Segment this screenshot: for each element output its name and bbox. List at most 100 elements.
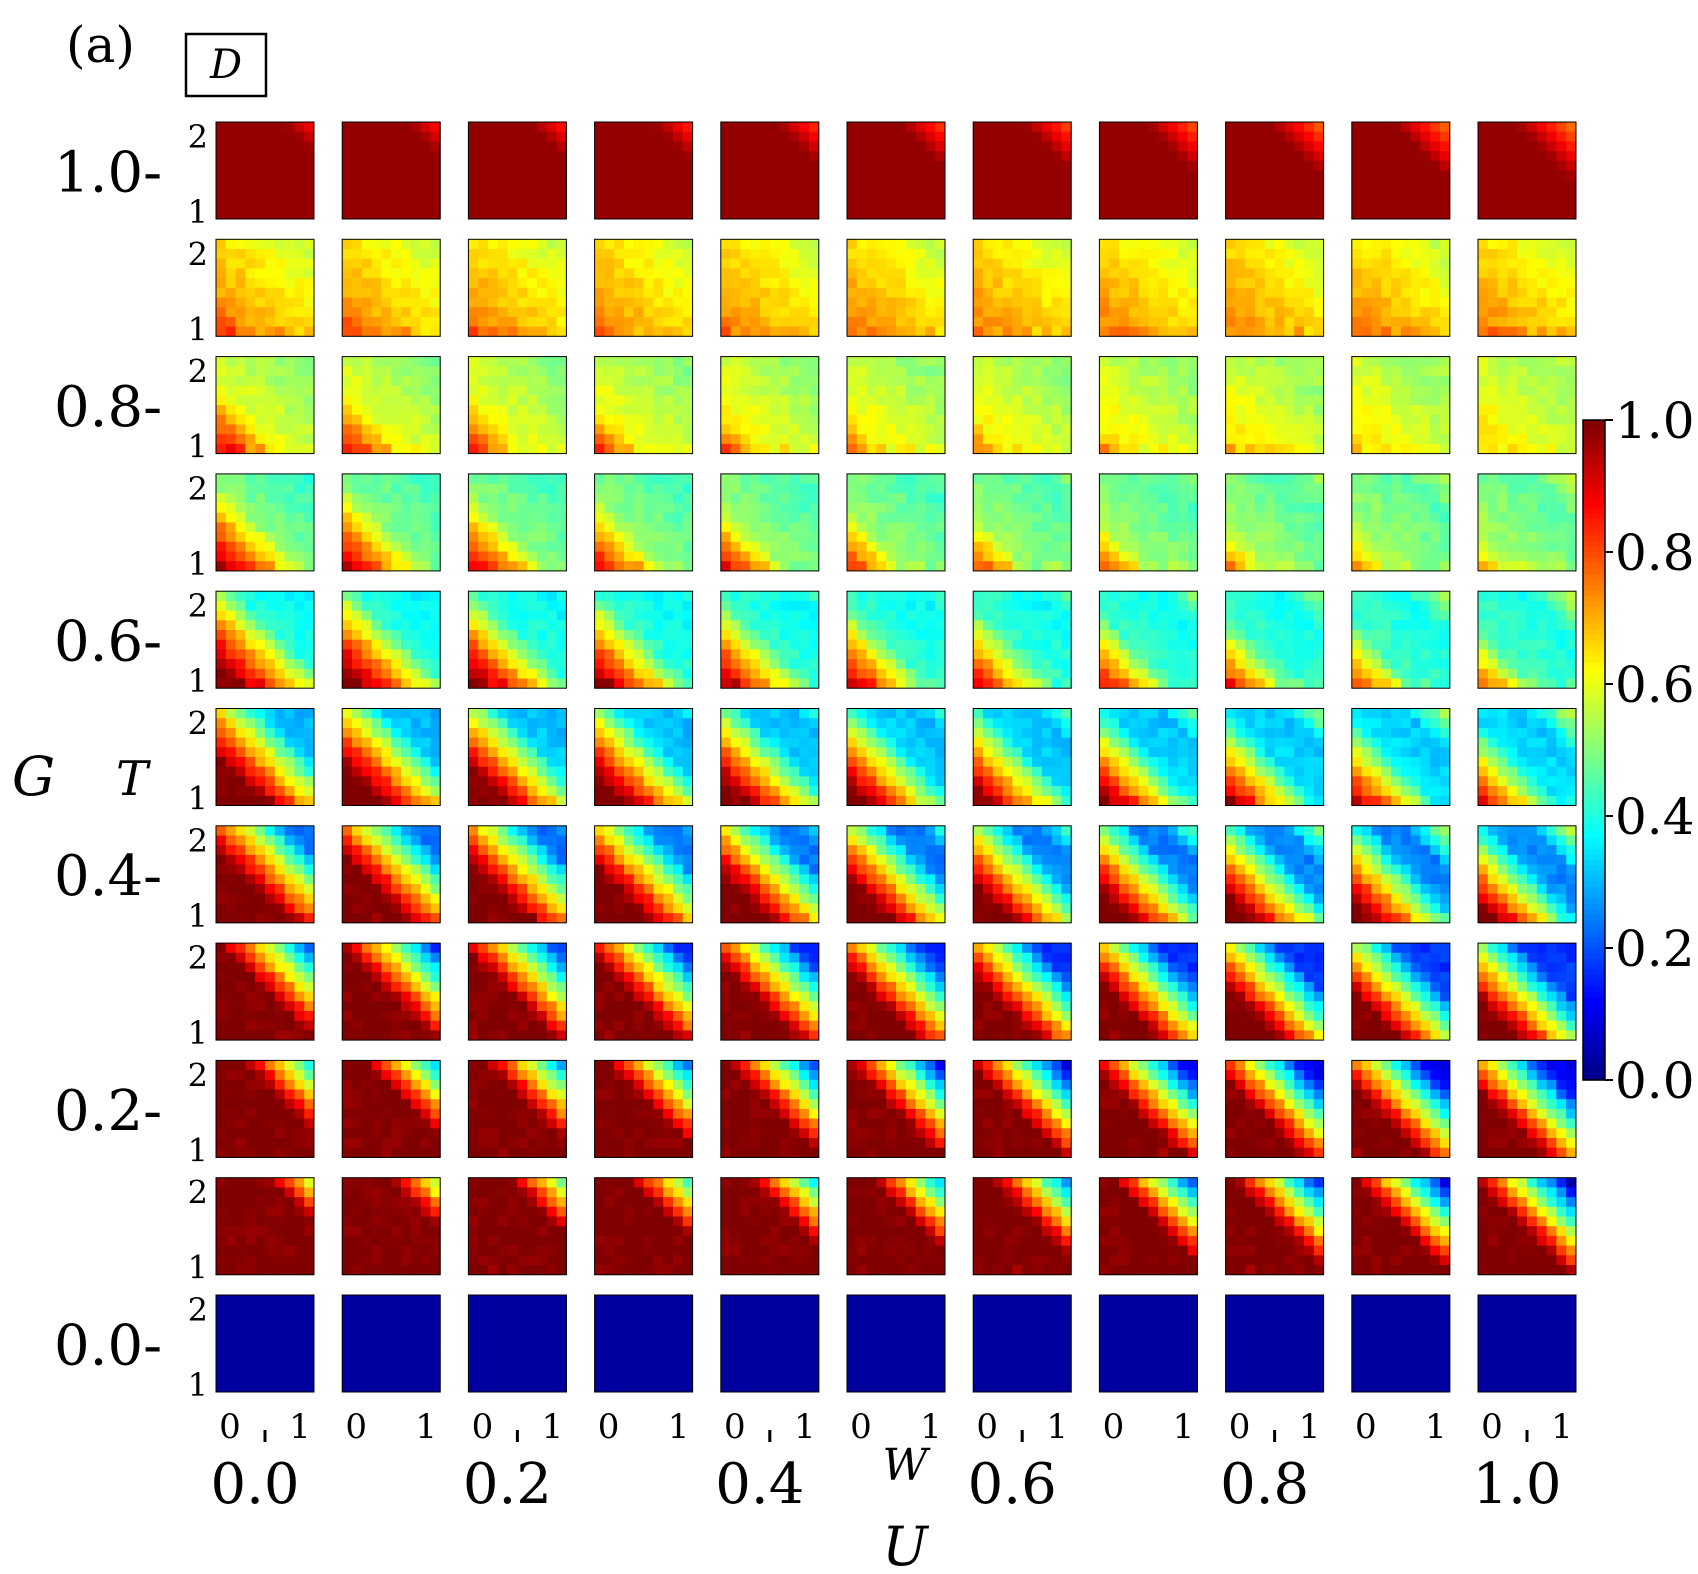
heatmap-cell xyxy=(1304,443,1315,454)
heatmap-cell xyxy=(1225,131,1236,142)
heatmap-cell xyxy=(1032,522,1043,533)
heatmap-cell xyxy=(740,639,751,650)
heatmap-cell xyxy=(430,287,441,298)
heatmap-cell xyxy=(1566,561,1577,572)
heatmap-cell xyxy=(1294,160,1305,171)
heatmap-cell xyxy=(983,199,994,210)
heatmap-cell xyxy=(1245,287,1256,298)
heatmap-cell xyxy=(546,395,557,406)
heatmap-cell xyxy=(527,180,538,191)
heatmap-cell xyxy=(488,258,499,269)
heatmap-cell xyxy=(992,405,1003,416)
heatmap-cell xyxy=(925,443,936,454)
heatmap-cell xyxy=(304,141,315,152)
heatmap-cell xyxy=(245,659,256,670)
heatmap-cell xyxy=(847,307,858,318)
heatmap-cell xyxy=(265,189,276,200)
heatmap-cell xyxy=(274,199,285,210)
heatmap-cell xyxy=(381,668,392,679)
heatmap-cell xyxy=(1061,122,1072,133)
heatmap-cell xyxy=(1284,385,1295,396)
heatmap-cell xyxy=(896,287,907,298)
heatmap-cell xyxy=(1148,512,1159,523)
heatmap-cell xyxy=(1527,316,1538,327)
heatmap-cell xyxy=(809,414,820,425)
heatmap-cell xyxy=(624,278,635,289)
heatmap-cell xyxy=(1177,122,1188,133)
heatmap-cell xyxy=(1158,249,1169,260)
heatmap-cell xyxy=(1148,278,1159,289)
heatmap-cell xyxy=(1556,551,1567,562)
heatmap-cell xyxy=(420,366,431,377)
heatmap-cell xyxy=(1235,278,1246,289)
heatmap-cell xyxy=(856,473,867,484)
heatmap-cell xyxy=(371,170,382,181)
heatmap-cell xyxy=(1487,316,1498,327)
heatmap-cell xyxy=(760,122,771,133)
heatmap-cell xyxy=(216,561,227,572)
heatmap-cell xyxy=(779,131,790,142)
heatmap-cell xyxy=(216,443,227,454)
heatmap-cell xyxy=(1128,199,1139,210)
heatmap-cell xyxy=(1225,532,1236,543)
heatmap-cell xyxy=(527,141,538,152)
heatmap-cell xyxy=(1168,356,1179,367)
heatmap-cell xyxy=(847,405,858,416)
heatmap-cell xyxy=(604,434,615,445)
heatmap-cell xyxy=(682,512,693,523)
heatmap-cell xyxy=(488,551,499,562)
heatmap-cell xyxy=(1430,141,1441,152)
heatmap-cell xyxy=(1041,131,1052,142)
heatmap-cell xyxy=(294,522,305,533)
heatmap-cell xyxy=(527,532,538,543)
heatmap-cell xyxy=(1566,443,1577,454)
heatmap-cell xyxy=(216,668,227,679)
heatmap-cell xyxy=(614,639,625,650)
heatmap-cell xyxy=(1148,424,1159,435)
heatmap-cell xyxy=(730,591,741,602)
heatmap-cell xyxy=(1264,395,1275,406)
heatmap-cell xyxy=(255,630,266,641)
heatmap-cell xyxy=(1032,376,1043,387)
heatmap-cell xyxy=(225,483,236,494)
heatmap-cell xyxy=(537,610,548,621)
heatmap-cell xyxy=(1313,326,1324,337)
heatmap-cell xyxy=(304,443,315,454)
heatmap-cell xyxy=(1371,209,1382,220)
heatmap-cell xyxy=(478,503,489,514)
heatmap-cell xyxy=(1128,297,1139,308)
heatmap-cell xyxy=(1497,189,1508,200)
heatmap-cell xyxy=(1274,424,1285,435)
heatmap-cell xyxy=(527,356,538,367)
heatmap-cell xyxy=(1361,131,1372,142)
heatmap-cell xyxy=(992,541,1003,552)
heatmap-cell xyxy=(896,483,907,494)
heatmap-cell xyxy=(760,630,771,641)
heatmap-cell xyxy=(1361,424,1372,435)
heatmap-cell xyxy=(847,443,858,454)
heatmap-cell xyxy=(925,209,936,220)
heatmap-cell xyxy=(1410,199,1421,210)
heatmap-cell xyxy=(673,532,684,543)
heatmap-cell xyxy=(235,249,246,260)
heatmap-cell xyxy=(1430,326,1441,337)
heatmap-cell xyxy=(1128,532,1139,543)
heatmap-cell xyxy=(847,493,858,504)
heatmap-cell xyxy=(265,278,276,289)
heatmap-cell xyxy=(1478,434,1489,445)
heatmap-cell xyxy=(1527,434,1538,445)
heatmap-cell xyxy=(779,620,790,631)
heatmap-cell xyxy=(265,659,276,670)
heatmap-cell xyxy=(1128,443,1139,454)
heatmap-cell xyxy=(371,278,382,289)
heatmap-cell xyxy=(1138,122,1149,133)
heatmap-cell xyxy=(856,278,867,289)
heatmap-cell xyxy=(760,483,771,494)
heatmap-cell xyxy=(1420,395,1431,406)
heatmap-cell xyxy=(643,366,654,377)
heatmap-cell xyxy=(633,326,644,337)
heatmap-cell xyxy=(789,151,800,162)
heatmap-cell xyxy=(876,532,887,543)
heatmap-cell xyxy=(594,424,605,435)
heatmap-cell xyxy=(352,326,363,337)
